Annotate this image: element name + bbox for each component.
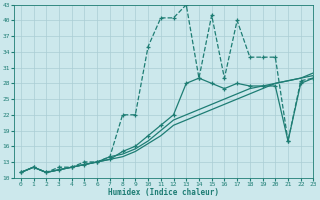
X-axis label: Humidex (Indice chaleur): Humidex (Indice chaleur) — [108, 188, 220, 197]
